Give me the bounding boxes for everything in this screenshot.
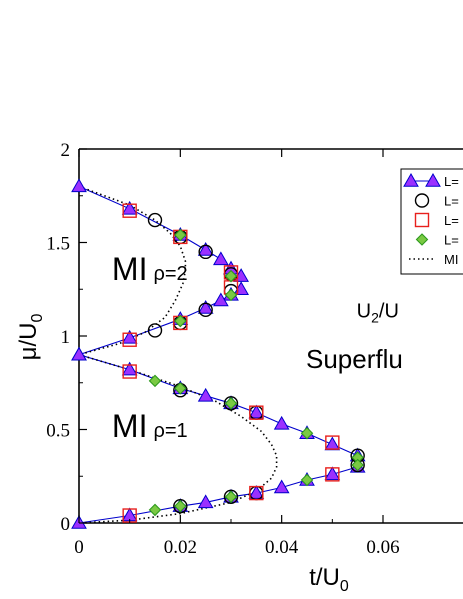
triangle-point [71,178,87,193]
triangle-point [197,299,214,314]
legend-swatch [425,172,441,187]
x-axis-title: t/U0 [309,564,349,595]
annotation-mi1: MI ρ=1 [112,408,188,444]
triangle-point [273,479,290,494]
circle-point [147,323,163,338]
y-tick-label: 0.5 [46,421,70,442]
diamond-point [351,458,364,472]
square-point [122,332,137,347]
circle-point [173,498,188,514]
legend-item: L= [414,212,459,228]
triangle-point [121,361,138,376]
annotation-sf: Superflu [306,344,403,374]
tick-labels: 0 0.02 0.04 0.06 0 0.5 1 1.5 2 [46,140,399,558]
annotation-u2: U2/U [357,300,399,325]
diamond-point [224,397,238,410]
legend-item: L= [414,193,459,209]
diamond-point [174,499,187,513]
diamond-point [224,288,238,302]
diamond-point [300,473,314,487]
square-point [122,203,137,218]
triangle-point [273,415,290,430]
legend-swatch [414,193,430,208]
circle-point [198,302,213,318]
diamond-point [148,503,162,517]
triangle-point [197,387,214,402]
triangle-point [248,485,265,499]
circle-point [223,489,239,505]
y-tick-label: 1 [61,327,71,348]
x-tick-label: 0.02 [164,537,197,558]
diamond-point [174,314,187,328]
diamond-point [148,374,162,388]
legend-label: MI [444,252,458,267]
triangle-point [197,241,214,256]
square-point [249,485,264,501]
x-tick-label: 0.06 [366,537,399,558]
diamond-point [300,426,314,440]
region-annotations: MI ρ=2 MI ρ=1 U2/U Superflu [112,251,403,444]
annotation-mi2: MI ρ=2 [112,251,188,287]
circle-point [198,244,213,260]
mi-boundary-line [79,353,278,524]
diamond-point [174,228,187,242]
circle-point [147,212,163,228]
legend-label: L= [444,213,459,228]
diamond-point [174,382,187,395]
legend-swatch [403,172,419,187]
triangle-point [121,200,138,215]
triangle-point [213,292,229,307]
triangle-point [121,329,138,344]
triangle-point [213,251,229,266]
circle-point [223,396,239,411]
triangle-point [324,466,341,481]
triangle-point [197,494,214,509]
legend-item: L= [403,172,459,189]
square-point [122,364,137,379]
legend-label: L= [444,174,459,189]
legend-label: L= [444,194,459,209]
x-tick-label: 0.04 [265,537,299,558]
legend-item: L= [415,233,459,248]
x-tick-label: 0 [74,537,84,558]
y-tick-label: 0 [61,514,71,535]
mi-boundary-line [79,185,187,356]
triangle-point [71,346,87,361]
series-markers [71,178,366,529]
legend-swatch [414,212,430,228]
y-tick-label: 2 [61,140,71,161]
square-point [249,405,264,420]
diamond-point [224,269,238,283]
legend-item: MI [409,252,458,267]
diamond-point [224,490,238,504]
svg-text:μ/U0: μ/U0 [15,314,46,361]
triangle-point [248,404,265,419]
square-point [325,435,340,450]
triangle-point [324,436,341,451]
legend: L= L= L= L= MI [400,168,463,275]
legend-swatch [415,233,429,246]
series-line [79,466,358,524]
square-point [325,467,340,482]
legend-label: L= [444,233,459,248]
y-axis-title: μ/U0 [15,314,46,361]
y-tick-label: 1.5 [46,234,70,255]
